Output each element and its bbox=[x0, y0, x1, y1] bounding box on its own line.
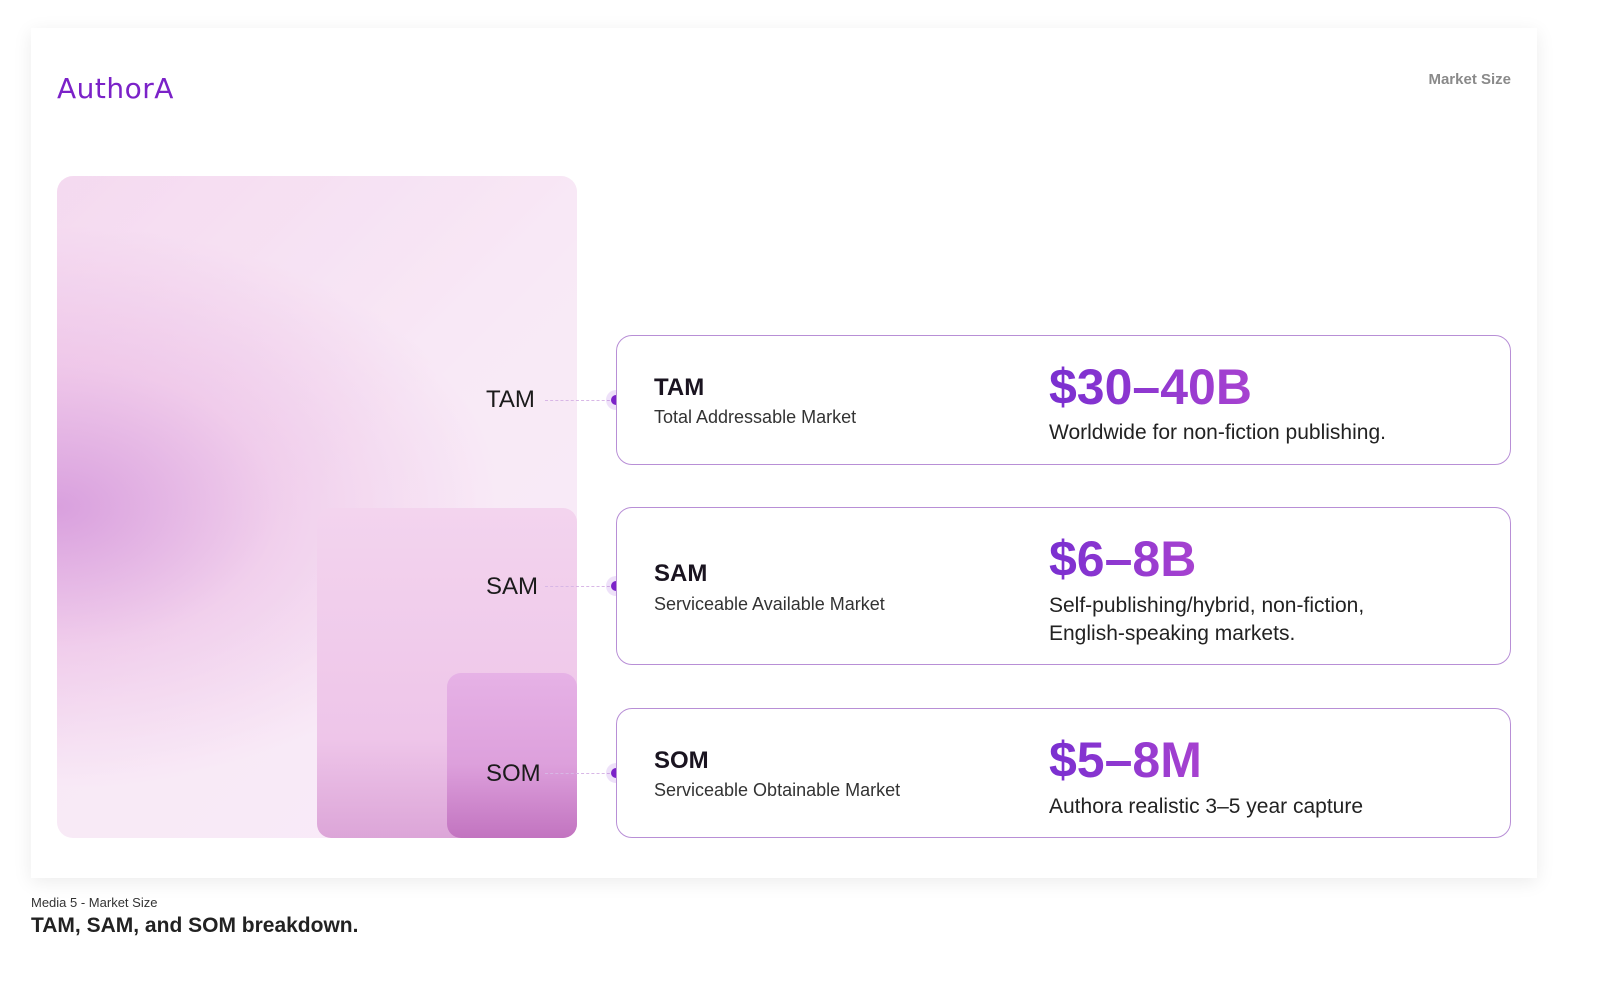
card-value: $5–8M bbox=[1049, 732, 1202, 788]
som-connector bbox=[545, 773, 615, 774]
card-abbr: SOM bbox=[654, 747, 709, 774]
card-description: Self-publishing/hybrid, non-fiction, Eng… bbox=[1049, 594, 1365, 645]
card-full-name: Serviceable Obtainable Market bbox=[654, 780, 901, 800]
sam-connector bbox=[545, 586, 615, 587]
sam-card: SAM Serviceable Available Market $6–8B S… bbox=[616, 507, 1511, 665]
tam-card: TAM Total Addressable Market $30–40B Wor… bbox=[616, 335, 1511, 465]
card-description: Authora realistic 3–5 year capture bbox=[1049, 795, 1364, 818]
tam-connector bbox=[545, 400, 615, 401]
slide: AuthorA Market Size TAM SAM SOM TAM Tota… bbox=[31, 28, 1537, 878]
som-square bbox=[447, 673, 577, 838]
card-abbr: SAM bbox=[654, 560, 708, 587]
logo: AuthorA bbox=[57, 72, 174, 105]
card-abbr: TAM bbox=[654, 374, 705, 401]
card-full-name: Total Addressable Market bbox=[654, 407, 857, 427]
card-value: $30–40B bbox=[1049, 359, 1252, 415]
caption-label: Media 5 - Market Size bbox=[31, 895, 158, 910]
sam-label: SAM bbox=[486, 573, 539, 600]
section-title: Market Size bbox=[1428, 71, 1511, 88]
caption-title: TAM, SAM, and SOM breakdown. bbox=[31, 914, 359, 937]
card-value: $6–8B bbox=[1049, 531, 1197, 587]
card-full-name: Serviceable Available Market bbox=[654, 594, 885, 614]
som-label: SOM bbox=[486, 760, 541, 787]
tam-label: TAM bbox=[486, 386, 535, 413]
som-card: SOM Serviceable Obtainable Market $5–8M … bbox=[616, 708, 1511, 838]
card-description: Worldwide for non-fiction publishing. bbox=[1049, 421, 1386, 444]
